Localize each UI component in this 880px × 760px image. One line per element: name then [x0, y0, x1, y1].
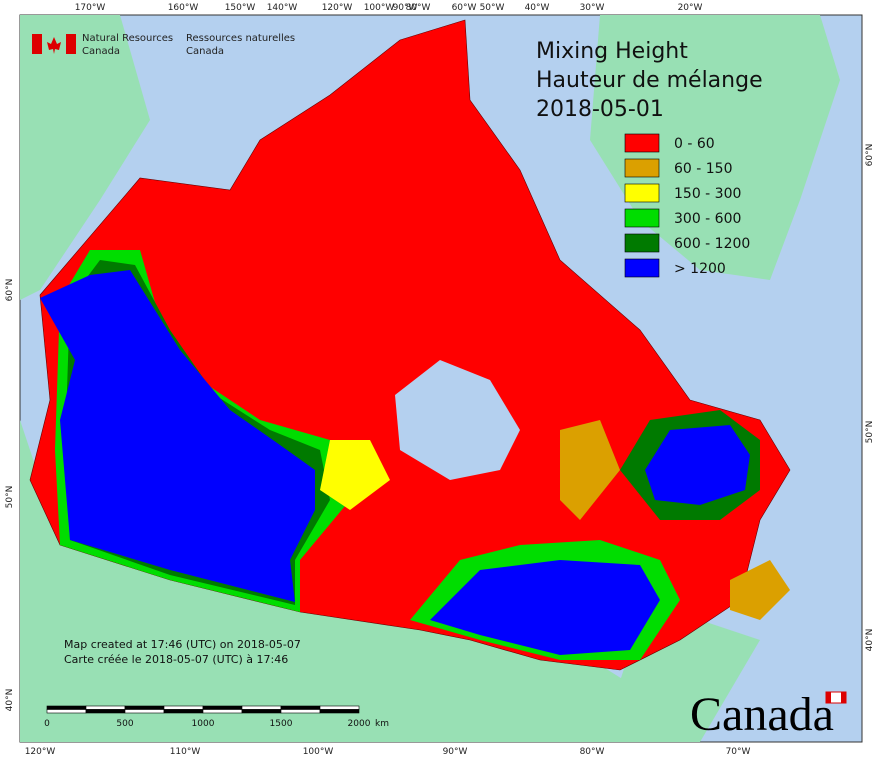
legend-label: 60 - 150	[674, 161, 733, 177]
lat-label: 60°N	[865, 144, 875, 167]
legend-swatch	[624, 233, 660, 253]
lon-label: 80°W	[406, 3, 431, 13]
scale-segment	[85, 709, 126, 714]
lon-label: 110°W	[170, 747, 201, 757]
lon-label: 50°W	[480, 3, 505, 13]
scale-label: 500	[116, 719, 133, 729]
agency-fr: Ressources naturelles	[186, 33, 295, 44]
legend-label: 600 - 1200	[674, 236, 750, 252]
lon-label: 90°W	[393, 3, 418, 13]
scale-segment	[46, 705, 87, 710]
scale-segment	[241, 705, 282, 710]
legend-label: > 1200	[674, 261, 726, 277]
scale-segment	[163, 705, 204, 710]
legend-swatch	[624, 158, 660, 178]
alaska	[20, 15, 150, 300]
flag-bar	[66, 34, 76, 54]
lon-label: 40°W	[525, 3, 550, 13]
created-en: Map created at 17:46 (UTC) on 2018-05-07	[64, 638, 301, 651]
scale-segment	[202, 709, 243, 714]
scale-segment	[46, 709, 87, 714]
scale-segment	[280, 709, 321, 714]
agency-fr: Canada	[186, 46, 224, 57]
lon-label: 60°W	[452, 3, 477, 13]
maple-leaf	[47, 37, 61, 54]
legend-swatch	[624, 258, 660, 278]
scale-segment	[280, 705, 321, 710]
zone-orange-maritimes	[730, 560, 790, 620]
legend-label: 300 - 600	[674, 211, 741, 227]
scale-segment	[319, 709, 360, 714]
legend-label: 0 - 60	[674, 136, 715, 152]
lat-label: 50°N	[865, 421, 875, 444]
wordmark: Canada	[690, 688, 834, 741]
scale-segment	[202, 705, 243, 710]
legend-label: 150 - 300	[674, 186, 741, 202]
scale-segment	[124, 705, 165, 710]
lat-label: 50°N	[5, 486, 15, 509]
wordmark-flag	[841, 692, 846, 703]
lon-label: 20°W	[678, 3, 703, 13]
scale-segment	[85, 705, 126, 710]
created-fr: Carte créée le 2018-05-07 (UTC) à 17:46	[64, 653, 288, 666]
legend-swatch	[624, 133, 660, 153]
zone-orange-quebec	[560, 420, 620, 520]
lon-label: 30°W	[580, 3, 605, 13]
lon-label: 120°W	[322, 3, 353, 13]
title: Hauteur de mélange	[536, 68, 763, 93]
hudson-bay	[395, 360, 520, 480]
lat-label: 40°N	[5, 689, 15, 712]
lon-label: 80°W	[580, 747, 605, 757]
scale-segment	[241, 709, 282, 714]
scale-label: 2000	[348, 719, 371, 729]
legend-swatch	[624, 208, 660, 228]
united-states	[20, 420, 640, 742]
lat-label: 60°N	[5, 279, 15, 302]
lon-label: 100°W	[303, 747, 334, 757]
scale-unit: km	[375, 719, 389, 729]
lon-label: 120°W	[25, 747, 56, 757]
lon-label: 140°W	[267, 3, 298, 13]
zone-blue-quebec	[645, 425, 750, 505]
agency-en: Natural Resources	[82, 33, 173, 44]
title: Mixing Height	[536, 39, 688, 64]
lon-label: 160°W	[168, 3, 199, 13]
scale-segment	[163, 709, 204, 714]
flag-bar	[32, 34, 42, 54]
lon-label: 100°W	[364, 3, 395, 13]
zone-blue-east	[430, 560, 660, 655]
lat-label: 40°N	[865, 629, 875, 652]
lon-label: 170°W	[75, 3, 106, 13]
zone-yellow-prairies	[320, 440, 390, 510]
scale-segment	[124, 709, 165, 714]
legend-swatch	[624, 183, 660, 203]
zone-blue-west	[40, 270, 315, 602]
lon-label: 150°W	[225, 3, 256, 13]
scale-label: 1000	[192, 719, 215, 729]
scale-label: 1500	[270, 719, 293, 729]
scale-label: 0	[44, 719, 50, 729]
lon-label: 90°W	[443, 747, 468, 757]
agency-en: Canada	[82, 46, 120, 57]
title-date: 2018-05-01	[536, 97, 664, 122]
scale-segment	[319, 705, 360, 710]
wordmark-flag	[826, 692, 831, 703]
lon-label: 70°W	[726, 747, 751, 757]
